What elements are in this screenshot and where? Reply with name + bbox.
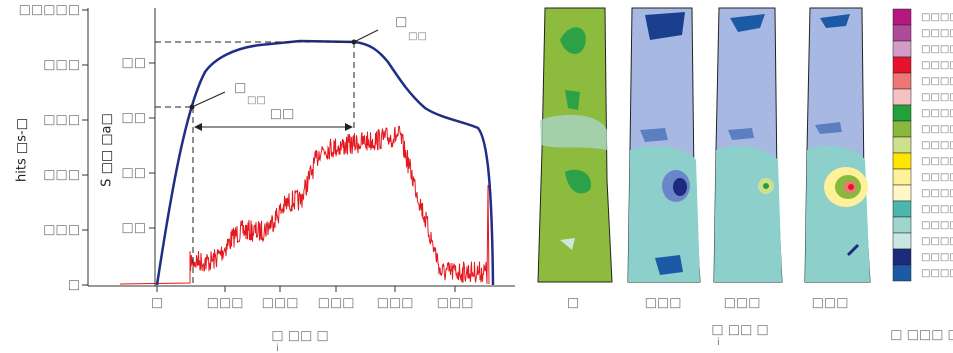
legend-swatch	[893, 249, 911, 265]
panel	[805, 8, 870, 282]
legend-swatch	[893, 185, 911, 201]
inner-tick-label: □□	[121, 221, 146, 236]
panel-label: □□□	[724, 296, 761, 311]
legend-label: □□□□	[921, 156, 953, 167]
legend-label: □□□□	[921, 220, 953, 231]
inner-tick-label: □□	[121, 111, 146, 126]
guide-lines	[155, 42, 354, 285]
x-tick-label: □□□	[437, 296, 474, 311]
y-tick-label: □	[68, 278, 80, 293]
legend-swatch	[893, 201, 911, 217]
annotation: □□	[270, 107, 295, 122]
legend-label: □□□□	[921, 172, 953, 183]
legend-swatch	[893, 57, 911, 73]
x-tick-label: □□□	[377, 296, 414, 311]
legend-swatch	[893, 41, 911, 57]
legend-label: □□□□	[921, 124, 953, 135]
legend-label: □□□□	[921, 204, 953, 215]
x-label: □ □□ □	[271, 329, 328, 344]
inner-label: S □□ □a□	[100, 113, 115, 187]
panel	[628, 8, 700, 282]
legend-swatch	[893, 25, 911, 41]
panel	[538, 8, 612, 282]
legend-label: □□□□	[921, 60, 953, 71]
x-tick-label: □□□	[318, 296, 355, 311]
legend-label: □□□□	[921, 108, 953, 119]
legend-swatch	[893, 137, 911, 153]
legend-title: □ □□□ □	[890, 328, 953, 343]
legend-label: □□□□	[921, 188, 953, 199]
legend-label: □□□□	[921, 28, 953, 39]
legend-swatch	[893, 73, 911, 89]
legend-swatch	[893, 233, 911, 249]
hits-curve	[120, 126, 489, 284]
inner-tick-label: □□	[121, 56, 146, 71]
legend-swatch	[893, 217, 911, 233]
panel-label: □□□	[645, 296, 682, 311]
panels-x-label: □ □□ □	[711, 323, 768, 338]
panel-label: □□□	[812, 296, 849, 311]
annotation: □	[395, 15, 407, 30]
legend-label: □□□□	[921, 140, 953, 151]
legend-label: □□□□	[921, 268, 953, 279]
panel	[714, 8, 782, 282]
legend-swatch	[893, 169, 911, 185]
point	[352, 40, 357, 45]
y-tick-label: □□□	[43, 113, 80, 128]
legend-swatch	[893, 265, 911, 281]
annotation-sub: □□	[247, 95, 266, 106]
figure: □ □□ □ □□ □□ hits □s-□ S □□ □a□ □ □□ □ i	[0, 0, 953, 353]
legend-label: □□□□	[921, 76, 953, 87]
legend-swatch	[893, 105, 911, 121]
colorbar: □□□□ □□□□ □□□□ □□□□ □□□□ □□□□ □□□□ □□□□ □□□□ □□□□…	[893, 9, 953, 281]
y-tick-label: □□□□□	[19, 3, 80, 18]
annotation: □	[234, 81, 246, 96]
annotation-sub: □□	[408, 31, 427, 42]
panels-x-label-sub: i	[717, 337, 720, 348]
x-tick-label: □□□	[207, 296, 244, 311]
legend-label: □□□□	[921, 252, 953, 263]
x-tick-label: □□□	[262, 296, 299, 311]
legend-swatch	[893, 121, 911, 137]
stress-curve	[157, 41, 493, 285]
x-label-sub: i	[276, 343, 279, 353]
y-tick-label: □□□	[43, 168, 80, 183]
y-tick-label: □□□	[43, 58, 80, 73]
legend-swatch	[893, 153, 911, 169]
x-tick-label: □	[151, 296, 163, 311]
legend-label: □□□□	[921, 44, 953, 55]
legend-swatch	[893, 89, 911, 105]
y-label: hits □s-□	[15, 118, 30, 182]
panel-label: □	[567, 296, 579, 311]
inner-tick-label: □□	[121, 166, 146, 181]
legend-swatch	[893, 9, 911, 25]
y-tick-label: □□□	[43, 223, 80, 238]
legend-label: □□□□	[921, 236, 953, 247]
legend-label: □□□□	[921, 92, 953, 103]
point	[190, 105, 195, 110]
leader	[354, 30, 378, 42]
legend-label: □□□□	[921, 12, 953, 23]
